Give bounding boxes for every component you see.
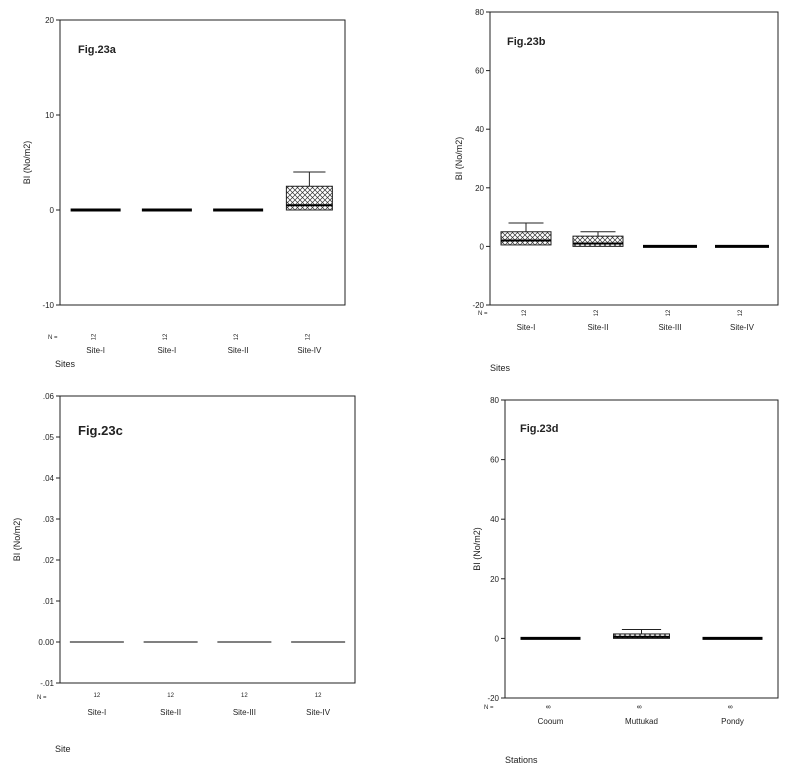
box-2: 8 Muttukad [613,628,670,726]
box-3: 8 Pondy [702,636,763,726]
n-label: N = [478,311,488,317]
box-2: 12 Site-II [143,641,198,717]
category-label: Site-I [88,708,107,717]
n-value: 12 [167,693,174,699]
y-tick-label: 80 [475,8,484,17]
y-tick-label: -10 [42,301,54,310]
y-tick-label: .02 [43,556,55,565]
box-1: 12 Site-I [69,641,124,717]
plot-frame [59,19,346,306]
y-tick-label: .04 [43,474,55,483]
box-3: 12 Site-III [643,244,697,332]
chart-title: Fig.23c [78,423,123,438]
y-tick-label: 0.00 [38,638,54,647]
x-axis-label: Site [55,744,71,754]
n-value: 8 [729,705,735,709]
n-value: 12 [738,309,744,316]
y-tick-label: 20 [490,575,499,584]
category-label: Site-IV [297,346,322,355]
y-tick-label: .06 [43,392,55,401]
x-axis-label: Stations [505,755,538,765]
y-tick-label: .05 [43,433,55,442]
n-label: N = [37,695,47,701]
box-4: 12 Site-IV [285,171,333,355]
box-2: 12 Site-II [572,231,624,332]
x-axis-label: Sites [490,363,511,373]
y-tick-label: -20 [487,694,499,703]
n-value: 12 [234,333,240,340]
box-3: 12 Site-III [217,641,272,717]
chart-panel: -10 0 10 20 Fig.23a BI (No/m2) Sites N = 12 Site-… [22,16,346,369]
y-tick-label: 60 [475,67,484,76]
n-value: 12 [305,333,311,340]
category-label: Site-I [158,346,177,355]
n-value: 8 [547,705,553,709]
category-label: Site-II [160,708,181,717]
box-body [500,231,552,246]
y-tick-label: -.01 [40,679,54,688]
y-tick-label: .03 [43,515,55,524]
category-label: Muttukad [625,717,658,726]
n-label: N = [48,335,58,341]
category-label: Pondy [721,717,744,726]
chart-panel: -.01 0.00 .01 .02 .03 .04 .05 .06 Fig.23c BI (No/… [12,392,356,754]
n-value: 12 [94,693,101,699]
y-tick-label: 20 [475,184,484,193]
chart-title: Fig.23b [507,36,546,48]
y-tick-label: 0 [480,242,485,251]
category-label: Site-II [588,323,609,332]
box-4: 12 Site-IV [715,244,769,332]
n-value: 12 [522,309,528,316]
category-label: Site-II [228,346,249,355]
category-label: Site-I [517,323,536,332]
category-label: Site-IV [730,323,755,332]
box-2: 12 Site-I [141,208,192,355]
n-value: 12 [594,309,600,316]
y-tick-label: 40 [490,515,499,524]
y-tick-label: 80 [490,396,499,405]
x-axis-label: Sites [55,359,76,369]
y-tick-label: 20 [45,16,54,25]
chart-panel: -20 0 20 40 60 80 Fig.23b BI (No/m2) Sites N = 12 S… [454,8,779,373]
chart-title: Fig.23a [78,44,117,56]
plot-frame [504,399,779,699]
y-axis-label: BI (No/m2) [22,141,32,185]
n-value: 12 [666,309,672,316]
n-value: 12 [92,333,98,340]
chart-title: Fig.23d [520,423,559,435]
plot-frame [59,395,356,684]
y-tick-label: 40 [475,125,484,134]
category-label: Cooum [538,717,564,726]
category-label: Site-III [233,708,256,717]
n-value: 12 [241,693,248,699]
category-label: Site-IV [306,708,331,717]
box-1: 8 Cooum [520,636,581,726]
category-label: Site-I [86,346,105,355]
box-body [572,235,624,247]
box-3: 12 Site-II [213,208,264,355]
plot-frame [489,11,779,306]
y-tick-label: 0 [495,634,500,643]
y-axis-label: BI (No/m2) [454,137,464,181]
y-axis-label: BI (No/m2) [472,527,482,571]
y-tick-label: 0 [50,206,55,215]
y-tick-label: -20 [472,301,484,310]
box-4: 12 Site-IV [291,641,346,717]
n-value: 12 [163,333,169,340]
category-label: Site-III [658,323,681,332]
y-tick-label: 60 [490,456,499,465]
box-1: 12 Site-I [70,208,121,355]
y-axis-label: BI (No/m2) [12,518,22,562]
n-value: 8 [638,705,644,709]
box-1: 12 Site-I [500,222,552,332]
y-tick-label: .01 [43,597,55,606]
chart-panel: -20 0 20 40 60 80 Fig.23d BI (No/m2) Stations N =… [472,396,779,765]
y-tick-label: 10 [45,111,54,120]
n-value: 12 [315,693,322,699]
n-label: N = [484,705,494,711]
box-body [285,185,333,211]
